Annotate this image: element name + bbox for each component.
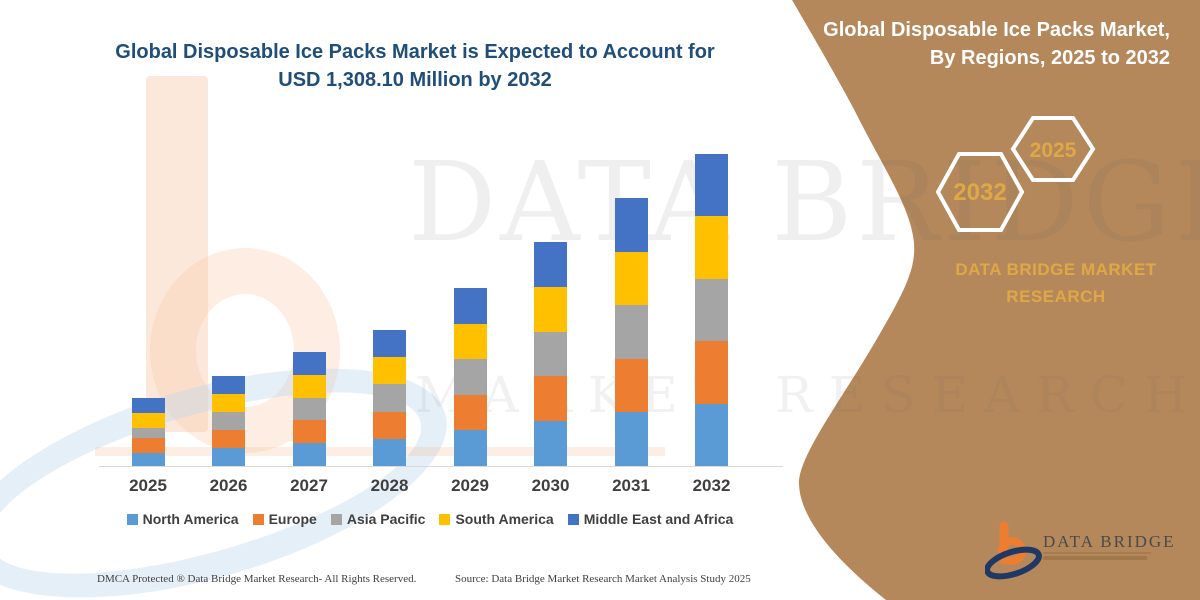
chart-legend: North America Europe Asia Pacific South Ame…	[88, 511, 772, 527]
legend-item-south-america: South America	[439, 511, 554, 527]
legend-label: Middle East and Africa	[583, 511, 734, 527]
bar-segment-2030-north-america	[534, 421, 567, 466]
stacked-bar-2030	[534, 242, 567, 466]
bar-segment-2025-north-america	[131, 453, 165, 466]
legend-label: North America	[142, 511, 239, 527]
sidebar-brown-polygon	[792, 0, 1200, 600]
bar-segment-2032-europe	[695, 341, 728, 404]
legend-swatch	[567, 513, 579, 525]
x-tick-label-2025: 2025	[129, 476, 167, 495]
sidebar-brand-line2: RESEARCH	[1006, 287, 1106, 307]
legend-label: Asia Pacific	[346, 511, 426, 527]
hexagon-2032-outline	[935, 152, 1025, 232]
logo-tagline-strip	[1043, 556, 1147, 560]
legend-swatch	[439, 513, 451, 525]
bar-segment-2027-south-america	[292, 374, 326, 398]
bar-segment-2026-south-america	[212, 394, 245, 413]
bar-segment-2028-south-america	[373, 357, 406, 385]
bar-segment-2032-asia-pacific	[695, 278, 728, 342]
bar-segment-2025-south-america	[131, 412, 165, 428]
stacked-bar-2032	[695, 154, 728, 466]
legend-item-north-america: North America	[126, 511, 239, 527]
bar-segment-2030-asia-pacific	[534, 331, 567, 377]
bar-segment-2029-middle-east-and-africa	[453, 288, 487, 324]
chart-title-line2: USD 1,308.10 Million by 2032	[278, 69, 552, 91]
bar-segment-2030-middle-east-and-africa	[534, 242, 567, 287]
x-axis-line	[99, 466, 783, 467]
bar-segment-2031-asia-pacific	[614, 305, 648, 359]
bar-segment-2025-middle-east-and-africa	[131, 398, 165, 413]
bar-segment-2025-asia-pacific	[131, 427, 165, 439]
stacked-bar-2028	[373, 330, 406, 466]
legend-label: South America	[455, 511, 554, 527]
stacked-bar-2027	[292, 352, 326, 466]
plot-area	[99, 140, 783, 467]
bar-segment-2028-europe	[373, 411, 406, 439]
bar-segment-2031-europe	[614, 358, 648, 413]
footer-copyright: DMCA Protected ® Data Bridge Market Rese…	[97, 573, 417, 585]
x-tick-label-2032: 2032	[692, 476, 731, 495]
bar-segment-2026-europe	[212, 430, 245, 449]
bar-segment-2026-north-america	[212, 448, 245, 466]
logo-swoosh-ellipse	[985, 546, 1042, 580]
logo-wordmark: DATA BRIDGE	[1043, 532, 1176, 551]
bar-segment-2027-asia-pacific	[292, 397, 326, 421]
x-tick-label-2030: 2030	[531, 476, 570, 495]
bar-segment-2026-middle-east-and-africa	[212, 376, 245, 395]
bar-segment-2029-europe	[453, 394, 487, 431]
bar-segment-2027-europe	[292, 420, 326, 444]
sidebar-brand-text: DATA BRIDGE MARKET RESEARCH	[928, 256, 1184, 310]
bar-segment-2029-north-america	[453, 430, 487, 466]
chart-title-line1: Global Disposable Ice Packs Market is Ex…	[115, 41, 715, 63]
x-tick-label-2029: 2029	[451, 476, 489, 495]
sidebar-heading-line1: Global Disposable Ice Packs Market,	[823, 19, 1170, 41]
chart-title: Global Disposable Ice Packs Market is Ex…	[90, 38, 740, 94]
bar-segment-2032-south-america	[695, 216, 728, 279]
year-hexagons: 2032 2025	[935, 116, 1096, 232]
bar-segment-2029-south-america	[453, 323, 487, 360]
bar-segment-2031-south-america	[614, 251, 648, 306]
stacked-bar-2031	[614, 197, 648, 466]
bar-segment-2028-asia-pacific	[373, 384, 406, 412]
legend-label: Europe	[268, 511, 317, 527]
stacked-bar-2025	[131, 398, 165, 466]
bar-segment-2027-middle-east-and-africa	[292, 352, 326, 375]
stacked-bar-2029	[453, 288, 487, 466]
legend-item-asia-pacific: Asia Pacific	[330, 511, 426, 527]
legend-item-middle-east-and-africa: Middle East and Africa	[567, 511, 734, 527]
bar-segment-2032-middle-east-and-africa	[695, 154, 728, 217]
legend-swatch	[330, 513, 342, 525]
legend-item-europe: Europe	[252, 511, 317, 527]
legend-swatch	[252, 513, 264, 525]
bar-segment-2031-north-america	[614, 412, 648, 466]
x-tick-label-2031: 2031	[612, 476, 650, 495]
sidebar-heading-line2: By Regions, 2025 to 2032	[929, 47, 1170, 69]
bar-segment-2028-north-america	[373, 438, 406, 466]
bar-segment-2030-europe	[534, 376, 567, 422]
x-tick-label-2027: 2027	[290, 476, 328, 495]
bar-segment-2029-asia-pacific	[453, 359, 487, 395]
databridge-logo: DATA BRIDGE	[985, 521, 1176, 580]
hexagon-2032-label: 2032	[953, 179, 1006, 206]
x-axis-labels: 2025 2026 2027 2028 2029 2030 2031 2032	[105, 476, 775, 498]
bar-segment-2026-asia-pacific	[212, 412, 245, 431]
bar-segment-2031-middle-east-and-africa	[614, 197, 648, 252]
bar-segment-2028-middle-east-and-africa	[373, 330, 406, 358]
footer-source: Source: Data Bridge Market Research Mark…	[455, 573, 751, 585]
bar-segment-2030-south-america	[534, 286, 567, 332]
sidebar-heading: Global Disposable Ice Packs Market, By R…	[780, 16, 1170, 72]
bar-segment-2025-europe	[131, 438, 165, 454]
legend-swatch	[126, 513, 138, 525]
hexagon-2025-label: 2025	[1030, 139, 1077, 162]
bar-segment-2032-north-america	[695, 403, 728, 466]
hexagon-2025-outline	[1010, 116, 1096, 182]
x-tick-label-2028: 2028	[370, 476, 409, 495]
x-tick-label-2026: 2026	[209, 476, 248, 495]
sidebar-brand-line1: DATA BRIDGE MARKET	[955, 260, 1157, 279]
stacked-bar-2026	[212, 376, 245, 466]
bar-segment-2027-north-america	[292, 443, 326, 466]
